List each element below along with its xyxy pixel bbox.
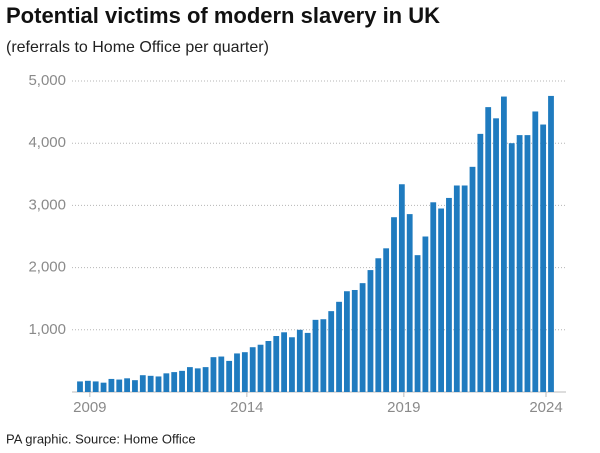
- bar: [210, 357, 217, 392]
- y-tick-label: 3,000: [28, 196, 66, 213]
- bar: [155, 376, 162, 392]
- bar: [438, 208, 444, 392]
- bar: [548, 95, 554, 392]
- bar: [328, 311, 335, 392]
- bar: [289, 337, 295, 392]
- bar: [422, 236, 429, 392]
- bar: [540, 124, 547, 392]
- bar: [171, 372, 178, 392]
- x-tick-label: 2014: [230, 399, 263, 416]
- bar: [532, 111, 539, 392]
- bar: [132, 380, 138, 392]
- bar: [92, 381, 99, 392]
- bar: [257, 344, 264, 392]
- chart-title: Potential victims of modern slavery in U…: [6, 3, 440, 28]
- chart-subtitle: (referrals to Home Office per quarter): [6, 39, 269, 56]
- y-tick-label: 5,000: [28, 72, 66, 89]
- bar: [194, 368, 201, 392]
- x-tick-label: 2009: [73, 399, 106, 416]
- bar: [406, 214, 413, 392]
- bar: [508, 143, 515, 392]
- bar: [453, 185, 460, 392]
- bar: [383, 248, 390, 392]
- bar: [281, 332, 287, 392]
- bar: [516, 135, 523, 392]
- bar: [398, 184, 405, 392]
- y-tick-label: 1,000: [28, 321, 66, 338]
- bar: [124, 378, 130, 392]
- bar: [241, 352, 248, 392]
- bar: [414, 255, 421, 392]
- bar: [477, 133, 484, 392]
- bar: [77, 381, 83, 392]
- bar: [265, 340, 272, 392]
- bar: [461, 185, 468, 392]
- bar: [344, 291, 350, 392]
- bar: [375, 258, 382, 392]
- bar: [296, 329, 303, 392]
- bar: [430, 202, 437, 392]
- bar: [108, 378, 115, 392]
- bar: [249, 347, 256, 392]
- bar: [493, 118, 499, 392]
- bar: [336, 301, 342, 392]
- bar: [391, 217, 397, 392]
- bar: [84, 380, 91, 392]
- x-tick-label: 2024: [529, 399, 562, 416]
- x-tick-label: 2019: [387, 399, 420, 416]
- bar: [469, 166, 476, 392]
- bar: [367, 270, 374, 392]
- bar: [304, 332, 311, 392]
- bar: [179, 370, 185, 392]
- bar: [446, 197, 452, 392]
- bar: [139, 375, 146, 392]
- bar: [100, 382, 107, 392]
- bar: [501, 96, 507, 393]
- bar: [234, 353, 240, 392]
- bar: [147, 375, 154, 392]
- y-tick-label: 2,000: [28, 259, 66, 276]
- bar: [485, 107, 492, 393]
- bar: [320, 319, 327, 392]
- y-tick-label: 4,000: [28, 134, 66, 151]
- bar: [116, 379, 123, 392]
- bar: [218, 356, 225, 392]
- bar: [273, 336, 280, 392]
- bar: [163, 373, 170, 392]
- bar: [524, 135, 531, 392]
- source-note: PA graphic. Source: Home Office: [6, 431, 196, 446]
- bar: [202, 367, 209, 392]
- bar: [312, 319, 319, 392]
- bar: [226, 360, 233, 392]
- bar: [351, 289, 358, 392]
- bar: [187, 367, 193, 392]
- bar: [359, 283, 366, 392]
